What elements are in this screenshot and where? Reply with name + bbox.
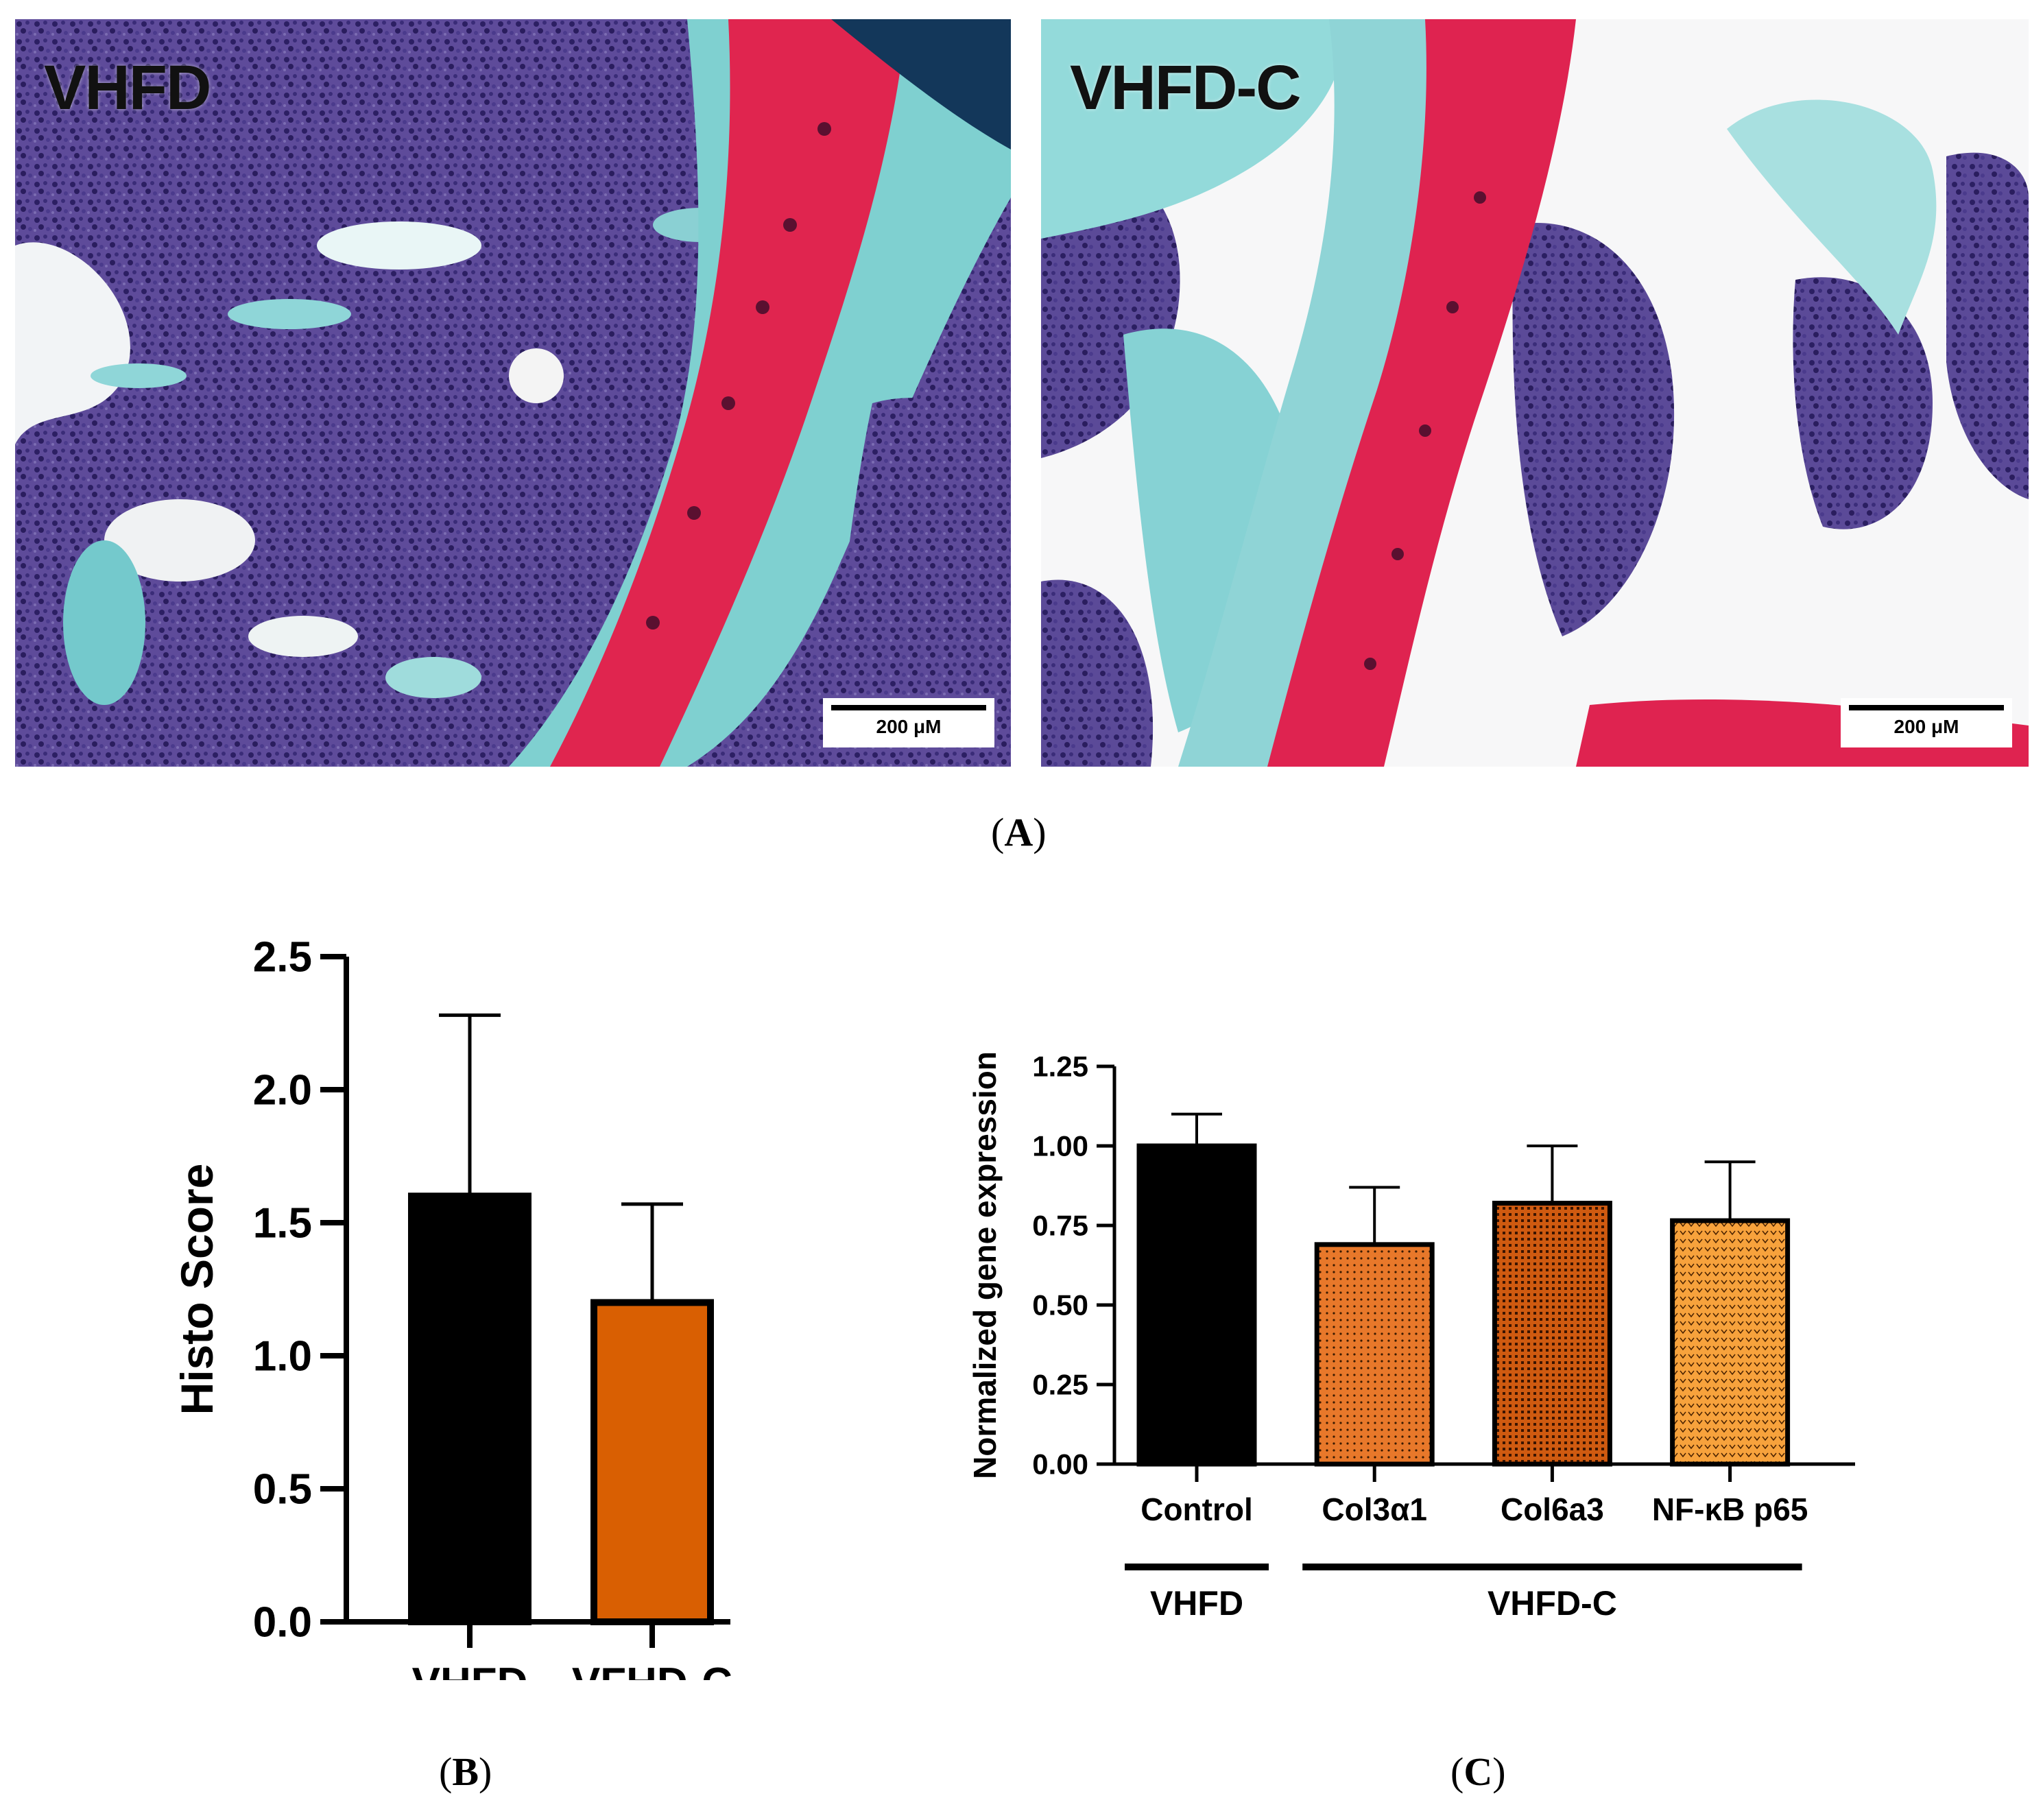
bar [1492,1201,1612,1467]
panel-letter-b: (B) [439,1749,492,1794]
y-tick-label: 0.0 [253,1599,312,1647]
chart-histo-score: 0.0 0.5 1.0 1.5 2.0 2.5 Histo Score VHFD VFHD-C [171,934,732,1680]
y-axis-label: Normalized gene expression [967,1051,1003,1479]
scale-bar-text: 200 μM [876,716,942,737]
y-tick-label: 1.25 [1032,1051,1088,1083]
y-tick-label: 1.5 [253,1200,312,1247]
scale-bar-line [1849,705,2004,710]
group-label: VHFD-C [1488,1584,1617,1623]
panel-letter-c: (C) [1450,1749,1506,1794]
y-tick-label: 0.25 [1032,1369,1088,1401]
micrograph-label-vhfd-c: VHFD-C [1070,53,1302,123]
panel-letter-a: (A) [991,810,1047,854]
bar [590,1299,714,1626]
x-tick-label: VHFD [412,1660,528,1680]
micrograph-vhfd-c: VHFD-C 200 μM [1041,19,2029,767]
x-tick-label: NF-κB p65 [1652,1492,1808,1527]
y-axis-label: Histo Score [171,1164,222,1415]
y-tick-label: 0.5 [253,1466,312,1513]
y-tick-label: 0.50 [1032,1289,1088,1321]
bar [1670,1218,1791,1467]
y-tick-label: 0.00 [1032,1448,1088,1481]
group-label: VHFD [1150,1584,1243,1623]
bar [408,1193,531,1625]
y-tick-label: 2.5 [253,934,312,981]
y-tick-label: 2.0 [253,1067,312,1114]
micrograph-vhfd-c-image [1041,19,2029,767]
micrograph-vhfd: VHFD 200 μM [15,19,1011,767]
scale-bar-text: 200 μM [1893,716,1959,737]
bar [1136,1143,1257,1467]
chart-gene-expression: 0.00 0.25 0.50 0.75 1.00 1.25 Normalized gene … [967,1051,1855,1623]
scale-bar-vhfd-c: 200 μM [1841,698,2012,747]
y-tick-label: 1.0 [253,1333,312,1380]
scale-bar-vhfd: 200 μM [823,698,994,747]
micrograph-label-vhfd: VHFD [44,53,211,123]
bar [1314,1242,1435,1467]
x-tick-label: Col6a3 [1501,1492,1604,1527]
x-tick-label: Control [1140,1492,1253,1527]
y-tick-label: 1.00 [1032,1130,1088,1162]
y-tick-label: 0.75 [1032,1210,1088,1242]
micrograph-vhfd-image [15,19,1011,767]
scale-bar-line [831,705,986,710]
x-tick-label: VFHD-C [572,1660,732,1680]
x-tick-label: Col3α1 [1322,1492,1427,1527]
